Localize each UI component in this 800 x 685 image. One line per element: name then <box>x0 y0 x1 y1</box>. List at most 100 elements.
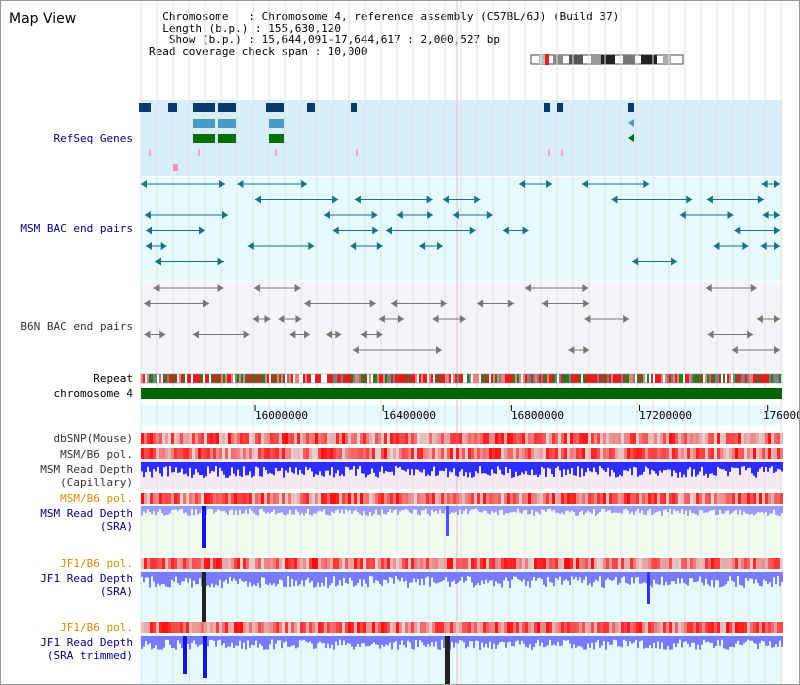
track-label-msm-bac[interactable]: MSM BAC end pairs <box>20 222 133 235</box>
repeat-mark <box>647 374 649 383</box>
msm-pol-heat <box>624 493 627 504</box>
jf1-pol-heat <box>522 622 525 633</box>
dbsnp-heat <box>729 433 732 444</box>
msm-cap-depth <box>713 462 715 476</box>
track-label-msm-depth-capillary[interactable]: MSM Read Depth (Capillary) <box>40 463 133 489</box>
msm-bac-pair <box>469 226 476 235</box>
msm-cap-depth <box>429 462 431 476</box>
msm-cap-depth <box>641 462 643 475</box>
jf1-trim-depth <box>337 636 339 646</box>
msm-sra-depth <box>583 506 585 515</box>
msm-sra-depth <box>495 506 497 512</box>
track-label-msm-depth-sra[interactable]: MSM Read Depth (SRA) <box>40 507 133 533</box>
jf1-trim-depth <box>251 636 253 645</box>
jf1-sra-depth <box>765 572 767 581</box>
jf1-pol-heat <box>240 622 243 633</box>
track-label-msm-b6-pol-1[interactable]: MSM/B6 pol. <box>60 448 133 461</box>
jf1-trim-depth <box>171 636 173 649</box>
dbsnp-heat <box>639 433 642 444</box>
track-label-msm-b6-pol-2[interactable]: MSM/B6 pol. <box>60 492 133 505</box>
repeat-mark <box>619 374 621 383</box>
msm-pol-heat <box>534 493 537 504</box>
msm-pol-heat <box>483 493 486 504</box>
track-label-chromosome[interactable]: chromosome 4 <box>53 387 133 400</box>
jf1-sra-depth <box>167 572 169 588</box>
repeat-mark <box>617 374 619 383</box>
track-label-repeat[interactable]: Repeat <box>93 372 133 385</box>
jf1-sra-depth <box>507 572 509 581</box>
jf1-trim-depth <box>275 636 277 644</box>
msm-pol-heat <box>369 493 372 504</box>
jf1-trim-depth <box>169 636 171 645</box>
jf1-trim-depth <box>225 636 227 648</box>
msm-cap-depth <box>337 462 339 471</box>
chromosome-ideogram[interactable] <box>529 53 689 67</box>
track-label-dbsnp[interactable]: dbSNP(Mouse) <box>53 432 133 445</box>
msm-sra-depth <box>461 506 463 514</box>
msm-sra-depth <box>745 506 747 514</box>
msm-pol-heat <box>393 493 396 504</box>
jf1-sra-depth <box>635 572 637 578</box>
dbsnp-heat <box>273 433 276 444</box>
jf1-pol-heat <box>711 558 714 569</box>
b6n-bac-pair <box>440 299 447 308</box>
dbsnp-heat <box>600 433 603 444</box>
jf1-trim-depth <box>331 636 333 645</box>
b6n-bac-pair <box>159 330 166 339</box>
jf1-pol-heat <box>261 622 264 633</box>
msm-pol-heat <box>591 493 594 504</box>
jf1-trim-depth <box>151 636 153 650</box>
track-label-b6n-bac[interactable]: B6N BAC end pairs <box>20 320 133 333</box>
jf1-trim-depth <box>701 636 703 645</box>
msm-sra-depth <box>503 506 505 515</box>
track-label-jf1-b6-pol-2[interactable]: JF1/B6 pol. <box>60 621 133 634</box>
jf1-pol-heat <box>438 622 441 633</box>
jf1-sra-depth <box>673 572 675 582</box>
msm-sra-depth <box>159 506 161 510</box>
jf1-pol-heat <box>369 558 372 569</box>
msm-sra-depth <box>391 506 393 513</box>
jf1-trim-depth <box>725 636 727 650</box>
msm-cap-depth <box>321 462 323 476</box>
jf1-pol-heat <box>675 622 678 633</box>
msm-sra-depth <box>655 506 657 513</box>
jf1-trim-depth <box>443 636 445 648</box>
jf1-pol-heat <box>192 622 195 633</box>
jf1-pol-heat <box>294 558 297 569</box>
msm-pol-heat <box>597 448 600 459</box>
track-label-jf1-depth-sra[interactable]: JF1 Read Depth (SRA) <box>40 572 133 598</box>
dbsnp-heat <box>171 433 174 444</box>
jf1-sra-depth <box>775 572 777 585</box>
msm-sra-depth <box>247 506 249 515</box>
msm-cap-depth <box>453 462 455 469</box>
msm-sra-depth <box>773 506 775 510</box>
dbsnp-heat <box>609 433 612 444</box>
msm-sra-depth <box>491 506 493 512</box>
jf1-pol-heat <box>372 558 375 569</box>
msm-pol-heat <box>204 448 207 459</box>
jf1-pol-heat <box>414 558 417 569</box>
msm-bac-pair <box>774 211 780 219</box>
msm-pol-heat <box>426 448 429 459</box>
jf1-pol-heat <box>531 622 534 633</box>
track-label-refseq[interactable]: RefSeq Genes <box>53 132 133 145</box>
repeat-mark <box>665 374 667 383</box>
repeat-mark <box>545 374 547 383</box>
jf1-trim-depth <box>543 636 545 648</box>
jf1-sra-depth <box>657 572 659 585</box>
jf1-pol-heat <box>708 622 711 633</box>
dbsnp-heat <box>732 433 735 444</box>
msm-pol-heat <box>183 493 186 504</box>
msm-cap-depth <box>495 462 497 474</box>
jf1-pol-heat <box>498 558 501 569</box>
track-label-jf1-b6-pol-1[interactable]: JF1/B6 pol. <box>60 557 133 570</box>
jf1-pol-heat <box>276 622 279 633</box>
jf1-trim-depth <box>659 636 661 649</box>
repeat-mark <box>369 374 371 383</box>
jf1-pol-heat <box>324 622 327 633</box>
repeat-mark <box>497 374 499 383</box>
track-label-jf1-depth-trimmed[interactable]: JF1 Read Depth (SRA trimmed) <box>40 636 133 662</box>
jf1-sra-depth <box>449 572 451 588</box>
jf1-sra-depth <box>495 572 497 582</box>
